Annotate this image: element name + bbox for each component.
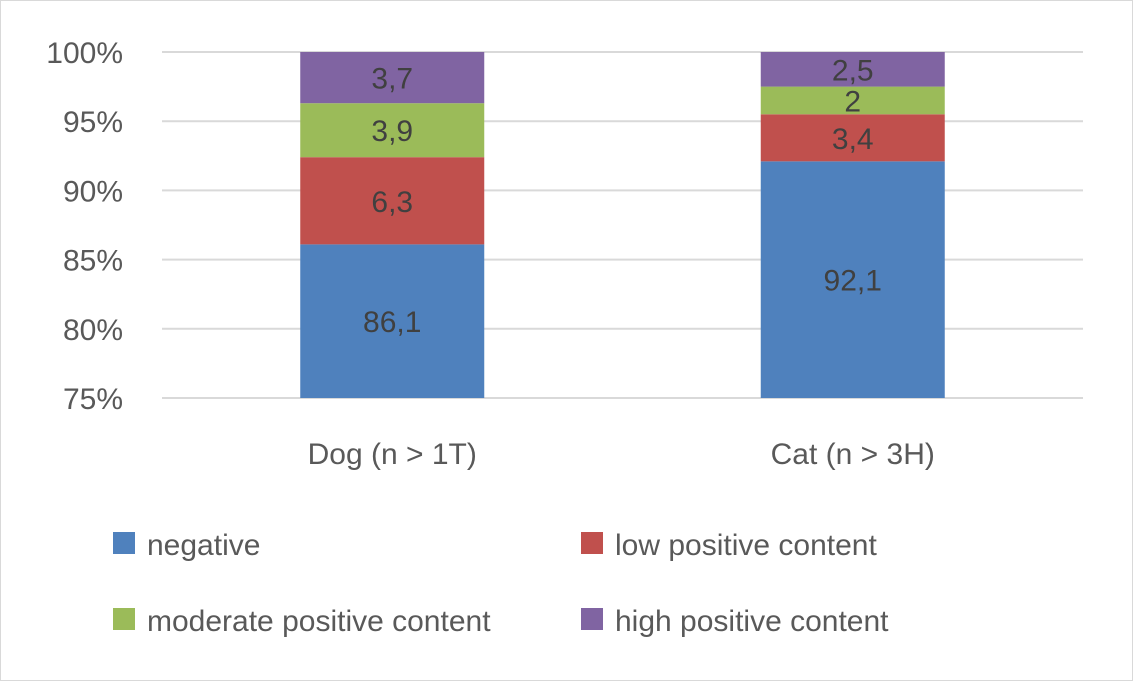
y-tick-label: 100% — [46, 37, 123, 70]
x-category-label: Cat (n > 3H) — [771, 438, 935, 471]
legend-item: low positive content — [581, 529, 877, 562]
y-tick-label: 80% — [63, 314, 123, 347]
legend-item: negative — [113, 529, 260, 562]
legend-swatch — [581, 608, 603, 630]
bar-segment-low-positive-content — [760, 114, 945, 162]
data-label: 3,4 — [832, 123, 874, 156]
y-axis: 75% 80% 85% 90% 95% 100% — [46, 37, 123, 416]
bar-segment-high-positive-content — [760, 52, 945, 87]
y-tick-label: 90% — [63, 175, 123, 208]
legend-swatch — [581, 532, 603, 554]
bars — [300, 52, 945, 398]
gridlines — [162, 51, 1083, 399]
legend-swatch — [113, 608, 135, 630]
data-label: 3,7 — [371, 63, 413, 96]
legend-label: moderate positive content — [147, 605, 491, 638]
y-tick-label: 75% — [63, 383, 123, 416]
legend-item: high positive content — [581, 605, 889, 638]
bar-segment-high-positive-content — [300, 52, 485, 104]
legend-label: low positive content — [615, 529, 877, 562]
x-category-label: Dog (n > 1T) — [308, 438, 477, 471]
data-label: 2,5 — [832, 54, 874, 87]
data-label: 3,9 — [371, 115, 413, 148]
legend-swatch — [113, 532, 135, 554]
bar-segment-negative — [300, 244, 485, 398]
legend: negative low positive content moderate pos… — [113, 529, 889, 638]
y-tick-label: 95% — [63, 106, 123, 139]
x-axis: Dog (n > 1T) Cat (n > 3H) — [308, 438, 935, 471]
y-tick-label: 85% — [63, 245, 123, 278]
bar-segment-low-positive-content — [300, 157, 485, 245]
data-label: 6,3 — [371, 186, 413, 219]
legend-label: high positive content — [615, 605, 889, 638]
legend-item: moderate positive content — [113, 605, 491, 638]
legend-label: negative — [147, 529, 260, 562]
bar-segment-negative — [760, 161, 945, 398]
bar-segment-moderate-positive-content — [300, 103, 485, 158]
data-labels: 86,1 6,3 3,9 3,7 92,1 3,4 22,5 — [363, 54, 882, 339]
bar-segment-moderate-positive-content — [760, 86, 945, 115]
data-label: 86,1 — [363, 306, 421, 339]
data-label: 92,1 — [824, 265, 882, 298]
data-label: 2 — [844, 85, 861, 118]
